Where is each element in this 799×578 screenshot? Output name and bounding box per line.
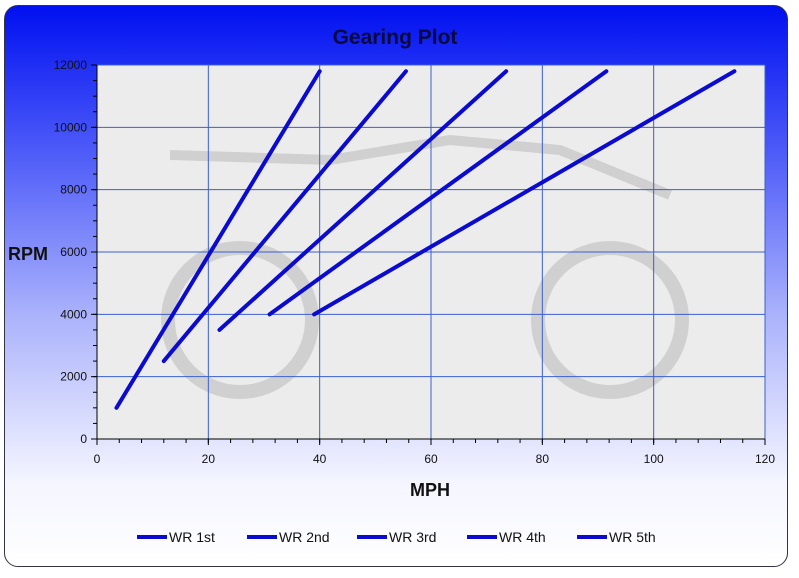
y-axis-label: RPM — [8, 244, 48, 264]
x-tick-label: 20 — [202, 452, 216, 466]
legend-label: WR 4th — [499, 529, 546, 545]
series-line-1 — [114, 69, 322, 410]
legend-label: WR 2nd — [279, 529, 330, 545]
y-tick-label: 10000 — [54, 120, 88, 134]
series-line-2 — [161, 69, 408, 364]
motorcycle-watermark — [161, 134, 689, 399]
y-tick-label: 4000 — [60, 307, 87, 321]
y-tick-label: 12000 — [54, 58, 88, 72]
x-tick-label: 40 — [313, 452, 327, 466]
series-line-4 — [267, 69, 609, 317]
y-tick-label: 2000 — [60, 370, 87, 384]
series-line-5 — [312, 69, 737, 317]
x-tick-label: 80 — [536, 452, 550, 466]
x-axis-label: MPH — [410, 480, 450, 500]
y-tick-label: 8000 — [60, 183, 87, 197]
x-tick-label: 120 — [755, 452, 775, 466]
legend-label: WR 1st — [169, 529, 215, 545]
y-tick-label: 0 — [80, 432, 87, 446]
x-tick-label: 60 — [424, 452, 438, 466]
series-line-3 — [217, 69, 509, 332]
x-tick-label: 100 — [644, 452, 664, 466]
legend-label: WR 5th — [609, 529, 656, 545]
legend-label: WR 3rd — [389, 529, 436, 545]
x-tick-label: 0 — [94, 452, 101, 466]
chart-title: Gearing Plot — [333, 26, 458, 49]
y-tick-label: 6000 — [60, 245, 87, 259]
